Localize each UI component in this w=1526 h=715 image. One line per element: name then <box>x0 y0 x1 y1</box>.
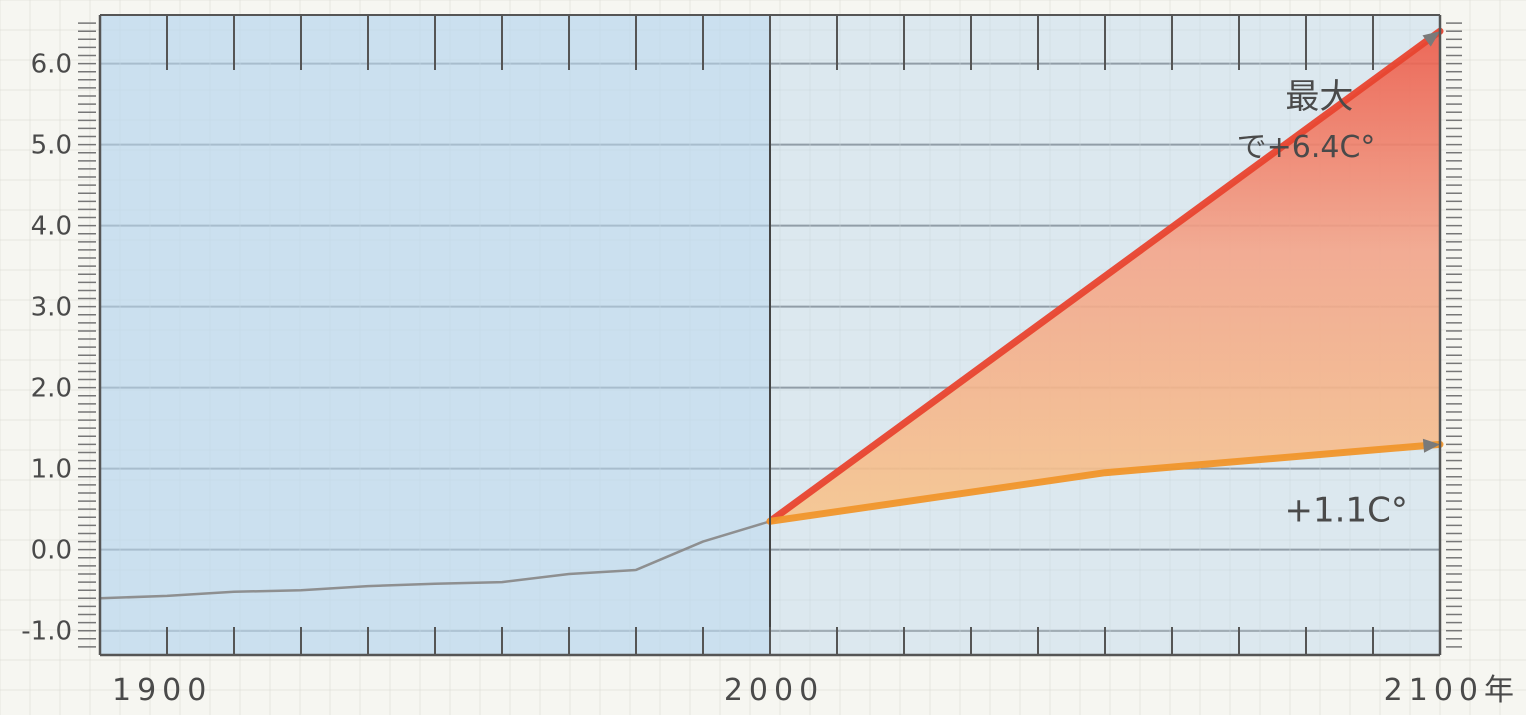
y-tick-label: 2.0 <box>31 374 72 404</box>
y-tick-label: -1.0 <box>21 617 72 647</box>
x-tick-label: 2100年 <box>1384 673 1520 708</box>
series-line-projection-min <box>766 440 1444 525</box>
label-layer: -1.0 0.0 1.0 2.0 3.0 4.0 5.0 6.0 1900 2000 2100年 最大… <box>21 50 1520 708</box>
past-period-fill <box>100 15 770 655</box>
y-tick-label: 1.0 <box>31 455 72 485</box>
y-tick-label: 6.0 <box>31 50 72 80</box>
series-arrowhead-projection-min <box>1422 438 1440 453</box>
annotation-label: 最大 <box>1285 77 1353 117</box>
y-tick-label: 5.0 <box>31 131 72 161</box>
axis-layer <box>78 14 1462 657</box>
y-tick-label: 3.0 <box>31 293 72 323</box>
series-line-projection-max <box>766 27 1444 525</box>
y-tick-label: 0.0 <box>31 536 72 566</box>
y-tick-label: 4.0 <box>31 212 72 242</box>
series-line-observed <box>98 520 772 600</box>
annotation-label: で+6.4C° <box>1237 130 1376 165</box>
fill-layer <box>100 15 1440 655</box>
x-tick-label: 1900 <box>112 673 212 708</box>
annotation-label: +1.1C° <box>1285 490 1408 530</box>
series-layer <box>98 27 1444 600</box>
series-arrowhead-projection-max <box>1422 31 1440 47</box>
x-tick-label: 2000 <box>724 673 824 708</box>
